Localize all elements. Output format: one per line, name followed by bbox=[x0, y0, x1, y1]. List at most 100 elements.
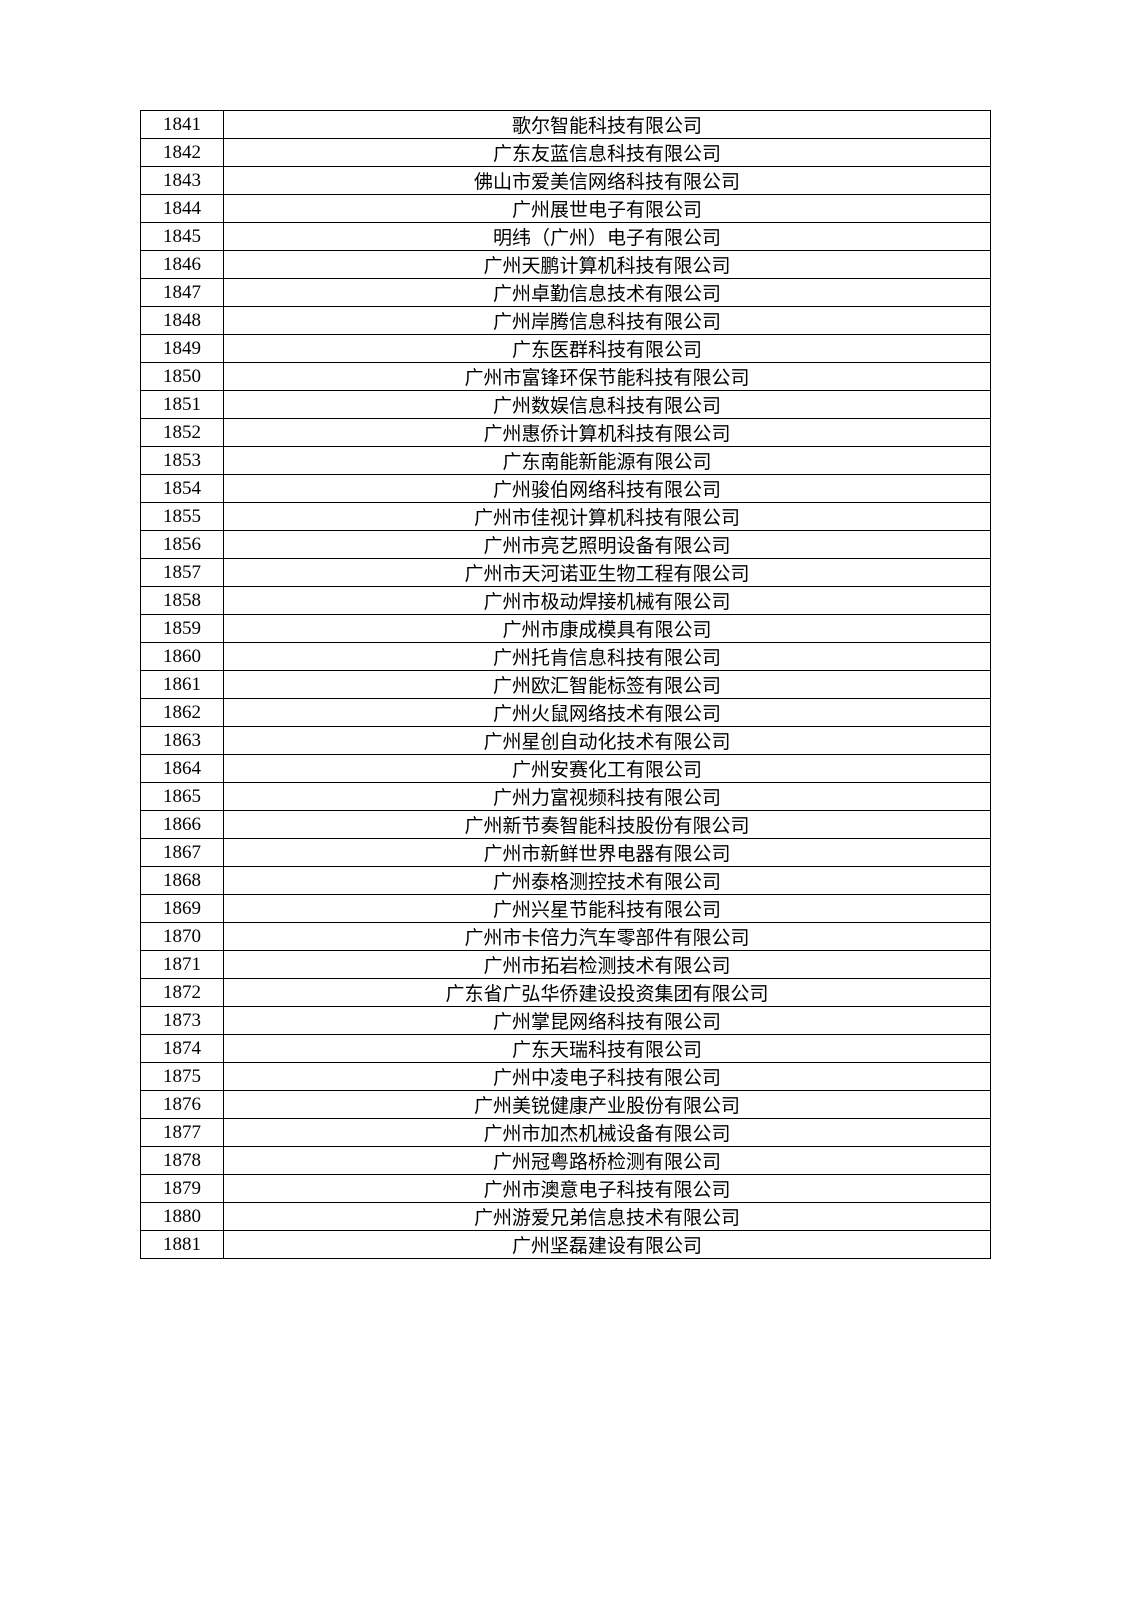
row-number: 1875 bbox=[141, 1063, 224, 1091]
company-table: 1841歌尔智能科技有限公司1842广东友蓝信息科技有限公司1843佛山市爱美信… bbox=[140, 110, 991, 1259]
table-row: 1845明纬（广州）电子有限公司 bbox=[141, 223, 991, 251]
company-name: 广州掌昆网络科技有限公司 bbox=[224, 1007, 991, 1035]
table-row: 1876广州美锐健康产业股份有限公司 bbox=[141, 1091, 991, 1119]
table-row: 1874广东天瑞科技有限公司 bbox=[141, 1035, 991, 1063]
company-name: 广州市卡倍力汽车零部件有限公司 bbox=[224, 923, 991, 951]
company-name: 广州泰格测控技术有限公司 bbox=[224, 867, 991, 895]
company-name: 广州数娱信息科技有限公司 bbox=[224, 391, 991, 419]
row-number: 1844 bbox=[141, 195, 224, 223]
row-number: 1847 bbox=[141, 279, 224, 307]
company-name: 广东南能新能源有限公司 bbox=[224, 447, 991, 475]
company-name: 广州市极动焊接机械有限公司 bbox=[224, 587, 991, 615]
company-name: 佛山市爱美信网络科技有限公司 bbox=[224, 167, 991, 195]
company-name: 广州市加杰机械设备有限公司 bbox=[224, 1119, 991, 1147]
row-number: 1852 bbox=[141, 419, 224, 447]
row-number: 1858 bbox=[141, 587, 224, 615]
table-row: 1879广州市澳意电子科技有限公司 bbox=[141, 1175, 991, 1203]
table-body: 1841歌尔智能科技有限公司1842广东友蓝信息科技有限公司1843佛山市爱美信… bbox=[141, 111, 991, 1259]
table-row: 1846广州天鹏计算机科技有限公司 bbox=[141, 251, 991, 279]
table-row: 1878广州冠粤路桥检测有限公司 bbox=[141, 1147, 991, 1175]
company-name: 广东医群科技有限公司 bbox=[224, 335, 991, 363]
table-row: 1847广州卓勤信息技术有限公司 bbox=[141, 279, 991, 307]
table-row: 1880广州游爱兄弟信息技术有限公司 bbox=[141, 1203, 991, 1231]
company-name: 广州安赛化工有限公司 bbox=[224, 755, 991, 783]
row-number: 1873 bbox=[141, 1007, 224, 1035]
company-name: 广州游爱兄弟信息技术有限公司 bbox=[224, 1203, 991, 1231]
row-number: 1869 bbox=[141, 895, 224, 923]
company-name: 明纬（广州）电子有限公司 bbox=[224, 223, 991, 251]
table-row: 1849广东医群科技有限公司 bbox=[141, 335, 991, 363]
row-number: 1867 bbox=[141, 839, 224, 867]
row-number: 1870 bbox=[141, 923, 224, 951]
table-row: 1873广州掌昆网络科技有限公司 bbox=[141, 1007, 991, 1035]
row-number: 1843 bbox=[141, 167, 224, 195]
company-name: 广州骏伯网络科技有限公司 bbox=[224, 475, 991, 503]
row-number: 1877 bbox=[141, 1119, 224, 1147]
row-number: 1871 bbox=[141, 951, 224, 979]
company-name: 广州星创自动化技术有限公司 bbox=[224, 727, 991, 755]
table-row: 1867广州市新鲜世界电器有限公司 bbox=[141, 839, 991, 867]
company-name: 广州市富锋环保节能科技有限公司 bbox=[224, 363, 991, 391]
row-number: 1864 bbox=[141, 755, 224, 783]
table-row: 1857广州市天河诺亚生物工程有限公司 bbox=[141, 559, 991, 587]
row-number: 1857 bbox=[141, 559, 224, 587]
table-row: 1871广州市拓岩检测技术有限公司 bbox=[141, 951, 991, 979]
table-row: 1854广州骏伯网络科技有限公司 bbox=[141, 475, 991, 503]
table-row: 1864广州安赛化工有限公司 bbox=[141, 755, 991, 783]
row-number: 1878 bbox=[141, 1147, 224, 1175]
table-row: 1851广州数娱信息科技有限公司 bbox=[141, 391, 991, 419]
row-number: 1854 bbox=[141, 475, 224, 503]
company-name: 广州美锐健康产业股份有限公司 bbox=[224, 1091, 991, 1119]
company-name: 广州市佳视计算机科技有限公司 bbox=[224, 503, 991, 531]
table-row: 1850广州市富锋环保节能科技有限公司 bbox=[141, 363, 991, 391]
table-row: 1841歌尔智能科技有限公司 bbox=[141, 111, 991, 139]
row-number: 1842 bbox=[141, 139, 224, 167]
row-number: 1859 bbox=[141, 615, 224, 643]
company-name: 广州市天河诺亚生物工程有限公司 bbox=[224, 559, 991, 587]
company-name: 广州冠粤路桥检测有限公司 bbox=[224, 1147, 991, 1175]
row-number: 1861 bbox=[141, 671, 224, 699]
table-row: 1870广州市卡倍力汽车零部件有限公司 bbox=[141, 923, 991, 951]
table-row: 1877广州市加杰机械设备有限公司 bbox=[141, 1119, 991, 1147]
table-row: 1856广州市亮艺照明设备有限公司 bbox=[141, 531, 991, 559]
table-row: 1862广州火鼠网络技术有限公司 bbox=[141, 699, 991, 727]
row-number: 1841 bbox=[141, 111, 224, 139]
row-number: 1863 bbox=[141, 727, 224, 755]
company-name: 广州卓勤信息技术有限公司 bbox=[224, 279, 991, 307]
table-row: 1869广州兴星节能科技有限公司 bbox=[141, 895, 991, 923]
company-name: 广州市澳意电子科技有限公司 bbox=[224, 1175, 991, 1203]
row-number: 1848 bbox=[141, 307, 224, 335]
table-row: 1872广东省广弘华侨建设投资集团有限公司 bbox=[141, 979, 991, 1007]
row-number: 1851 bbox=[141, 391, 224, 419]
table-row: 1868广州泰格测控技术有限公司 bbox=[141, 867, 991, 895]
company-name: 广州市新鲜世界电器有限公司 bbox=[224, 839, 991, 867]
document-page: 1841歌尔智能科技有限公司1842广东友蓝信息科技有限公司1843佛山市爱美信… bbox=[0, 0, 1131, 1600]
company-name: 广州岸腾信息科技有限公司 bbox=[224, 307, 991, 335]
row-number: 1862 bbox=[141, 699, 224, 727]
company-name: 广州市拓岩检测技术有限公司 bbox=[224, 951, 991, 979]
row-number: 1865 bbox=[141, 783, 224, 811]
table-row: 1861广州欧汇智能标签有限公司 bbox=[141, 671, 991, 699]
company-name: 歌尔智能科技有限公司 bbox=[224, 111, 991, 139]
table-row: 1855广州市佳视计算机科技有限公司 bbox=[141, 503, 991, 531]
row-number: 1872 bbox=[141, 979, 224, 1007]
row-number: 1849 bbox=[141, 335, 224, 363]
table-row: 1844广州展世电子有限公司 bbox=[141, 195, 991, 223]
company-name: 广州惠侨计算机科技有限公司 bbox=[224, 419, 991, 447]
company-name: 广州新节奏智能科技股份有限公司 bbox=[224, 811, 991, 839]
company-name: 广东天瑞科技有限公司 bbox=[224, 1035, 991, 1063]
row-number: 1866 bbox=[141, 811, 224, 839]
table-row: 1881广州坚磊建设有限公司 bbox=[141, 1231, 991, 1259]
table-row: 1848广州岸腾信息科技有限公司 bbox=[141, 307, 991, 335]
row-number: 1880 bbox=[141, 1203, 224, 1231]
company-name: 广东友蓝信息科技有限公司 bbox=[224, 139, 991, 167]
company-name: 广州坚磊建设有限公司 bbox=[224, 1231, 991, 1259]
company-name: 广州展世电子有限公司 bbox=[224, 195, 991, 223]
row-number: 1853 bbox=[141, 447, 224, 475]
table-row: 1842广东友蓝信息科技有限公司 bbox=[141, 139, 991, 167]
row-number: 1856 bbox=[141, 531, 224, 559]
company-name: 广州市亮艺照明设备有限公司 bbox=[224, 531, 991, 559]
company-name: 广州力富视频科技有限公司 bbox=[224, 783, 991, 811]
table-row: 1865广州力富视频科技有限公司 bbox=[141, 783, 991, 811]
row-number: 1860 bbox=[141, 643, 224, 671]
